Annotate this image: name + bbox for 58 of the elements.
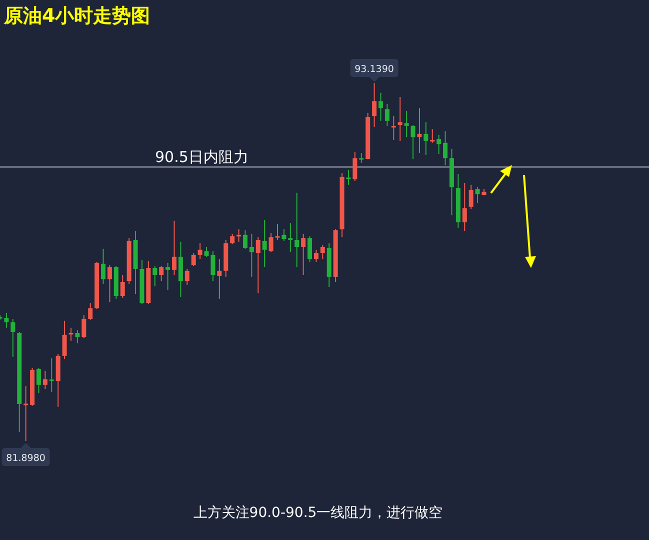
- candlestick: [159, 266, 164, 282]
- candlestick: [391, 116, 396, 140]
- candlestick: [4, 312, 9, 328]
- candlestick: [372, 82, 377, 128]
- candlestick: [107, 264, 112, 303]
- candlestick: [198, 242, 202, 260]
- chart-title: 原油4小时走势图: [3, 5, 150, 27]
- candlestick: [359, 152, 364, 164]
- candlestick: [24, 386, 28, 442]
- candlestick: [384, 103, 390, 126]
- candlestick: [424, 122, 428, 156]
- candlestick: [101, 248, 106, 284]
- candlestick: [191, 252, 196, 267]
- candlestick: [152, 266, 158, 287]
- candlestick: [404, 110, 409, 138]
- candlestick: [62, 320, 67, 360]
- annotation: 93.1390: [354, 64, 394, 75]
- candlestick: [49, 358, 54, 392]
- candlestick: [172, 220, 176, 276]
- candlestick: [314, 249, 318, 262]
- candlestick: [82, 314, 86, 339]
- candlestick: [249, 233, 254, 278]
- candlestick: [256, 236, 260, 294]
- annotation: 81.8980: [6, 453, 46, 464]
- candlestick: [308, 236, 312, 262]
- candlestick: [166, 262, 170, 290]
- candlestick: [282, 228, 286, 242]
- candlestick: [42, 370, 48, 390]
- candlestick: [475, 186, 480, 204]
- candlestick: [88, 302, 93, 320]
- candlestick: [320, 244, 325, 260]
- candlestick: [410, 124, 416, 160]
- candlestick: [120, 274, 125, 298]
- text: 上方关注90.0-90.5一线阻力，进行做空: [193, 505, 443, 521]
- candlestick: [75, 330, 80, 344]
- candlestick: [352, 152, 358, 182]
- candlestick: [68, 327, 74, 342]
- candlestick: [301, 233, 306, 276]
- ref-line-label: 90.5日内阻力: [155, 148, 248, 166]
- candlestick: [443, 130, 448, 166]
- candlestick: [346, 169, 351, 186]
- candlestick: [10, 318, 16, 358]
- candlestick: [230, 233, 235, 245]
- candlestick: [430, 128, 435, 144]
- candlestick: [462, 182, 467, 232]
- candlestick: [262, 219, 267, 268]
- candlestick: [378, 92, 383, 122]
- candlestick: [184, 268, 190, 286]
- candlestick: [242, 230, 248, 250]
- candlestick: [236, 228, 242, 242]
- candlestick: [436, 134, 442, 154]
- candlestick: [398, 96, 402, 142]
- candlestick: [217, 258, 222, 300]
- candlestick: [468, 184, 474, 210]
- candlestick: [36, 368, 41, 394]
- candlestick: [294, 192, 300, 268]
- candlestick: [417, 108, 422, 154]
- candlestick: [288, 222, 293, 253]
